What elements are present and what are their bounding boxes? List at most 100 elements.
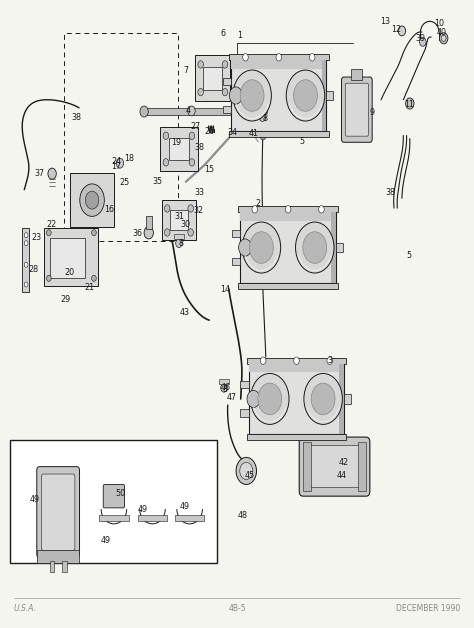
Text: 33: 33	[195, 188, 205, 197]
Text: 5: 5	[406, 251, 411, 260]
Circle shape	[260, 131, 266, 140]
Bar	[238, 207, 338, 212]
Text: 49: 49	[180, 502, 190, 511]
Circle shape	[236, 457, 256, 484]
Text: 21: 21	[84, 283, 94, 292]
Text: 18: 18	[124, 154, 134, 163]
Circle shape	[258, 383, 282, 414]
Bar	[195, 55, 230, 101]
Circle shape	[327, 357, 333, 364]
Text: 8: 8	[179, 239, 184, 247]
Text: 35: 35	[152, 177, 162, 186]
Circle shape	[286, 70, 325, 121]
Circle shape	[276, 53, 282, 61]
Circle shape	[46, 275, 51, 281]
Circle shape	[189, 132, 195, 139]
Bar	[223, 106, 231, 114]
Bar	[44, 228, 98, 286]
Bar	[99, 514, 129, 521]
Circle shape	[247, 391, 260, 408]
Text: 50: 50	[115, 489, 125, 498]
Circle shape	[24, 233, 28, 237]
Bar	[240, 212, 336, 283]
Text: 25: 25	[119, 178, 130, 187]
Circle shape	[24, 263, 28, 268]
Text: 38: 38	[195, 143, 205, 153]
Circle shape	[260, 235, 266, 243]
Text: 38: 38	[385, 188, 395, 197]
Bar	[146, 215, 152, 229]
Text: 11: 11	[404, 100, 414, 109]
Circle shape	[252, 205, 257, 213]
Text: 39: 39	[415, 34, 426, 43]
Circle shape	[240, 80, 264, 111]
Text: 49: 49	[30, 495, 40, 504]
Text: 37: 37	[35, 169, 45, 178]
Text: 5: 5	[300, 137, 305, 146]
Circle shape	[319, 205, 324, 213]
Bar	[162, 200, 196, 241]
Text: 30: 30	[181, 220, 191, 229]
Circle shape	[144, 227, 154, 239]
Text: 8: 8	[263, 114, 267, 123]
Text: 31: 31	[174, 212, 184, 221]
Text: 49: 49	[101, 536, 111, 545]
Text: 42: 42	[339, 458, 349, 467]
Bar	[240, 409, 249, 417]
Bar	[240, 212, 336, 220]
Circle shape	[176, 239, 182, 247]
Circle shape	[222, 61, 228, 68]
Circle shape	[310, 53, 315, 61]
Circle shape	[238, 239, 252, 256]
Bar	[50, 561, 55, 573]
Bar	[238, 283, 338, 289]
Bar	[22, 228, 29, 293]
Text: 12: 12	[391, 25, 401, 34]
Circle shape	[164, 205, 170, 212]
Circle shape	[46, 230, 51, 236]
Circle shape	[140, 106, 148, 117]
Text: 48: 48	[237, 511, 247, 521]
Circle shape	[91, 275, 96, 281]
Bar	[219, 379, 228, 384]
FancyBboxPatch shape	[341, 77, 372, 143]
Circle shape	[198, 61, 203, 68]
Bar	[170, 210, 188, 230]
Bar	[160, 127, 198, 171]
Text: 20: 20	[65, 268, 75, 277]
Bar	[174, 234, 183, 239]
Text: 27: 27	[190, 122, 201, 131]
Text: 14: 14	[220, 285, 230, 294]
Circle shape	[163, 132, 169, 139]
Text: 38: 38	[72, 112, 82, 122]
Bar	[351, 69, 363, 80]
Text: 9: 9	[369, 107, 374, 117]
Circle shape	[164, 229, 170, 236]
Circle shape	[189, 159, 195, 166]
Circle shape	[85, 191, 99, 209]
Bar	[169, 138, 189, 160]
Circle shape	[439, 33, 448, 44]
Bar	[223, 78, 231, 85]
Text: 44: 44	[337, 471, 347, 480]
Text: 29: 29	[60, 295, 70, 304]
Circle shape	[24, 282, 28, 287]
Circle shape	[116, 158, 124, 168]
Circle shape	[260, 357, 266, 364]
Circle shape	[295, 222, 334, 273]
Bar	[137, 514, 167, 521]
Text: 6: 6	[220, 30, 226, 38]
Bar	[62, 561, 66, 573]
Circle shape	[285, 205, 291, 213]
Circle shape	[247, 106, 255, 117]
Text: 40: 40	[437, 28, 447, 36]
Bar	[303, 442, 311, 491]
Bar	[246, 435, 346, 440]
Text: 10: 10	[434, 19, 444, 28]
Circle shape	[419, 38, 426, 46]
Bar	[203, 67, 222, 90]
Circle shape	[406, 98, 414, 109]
Bar	[231, 60, 327, 68]
Circle shape	[240, 462, 253, 480]
Text: 4B-5: 4B-5	[228, 604, 246, 613]
